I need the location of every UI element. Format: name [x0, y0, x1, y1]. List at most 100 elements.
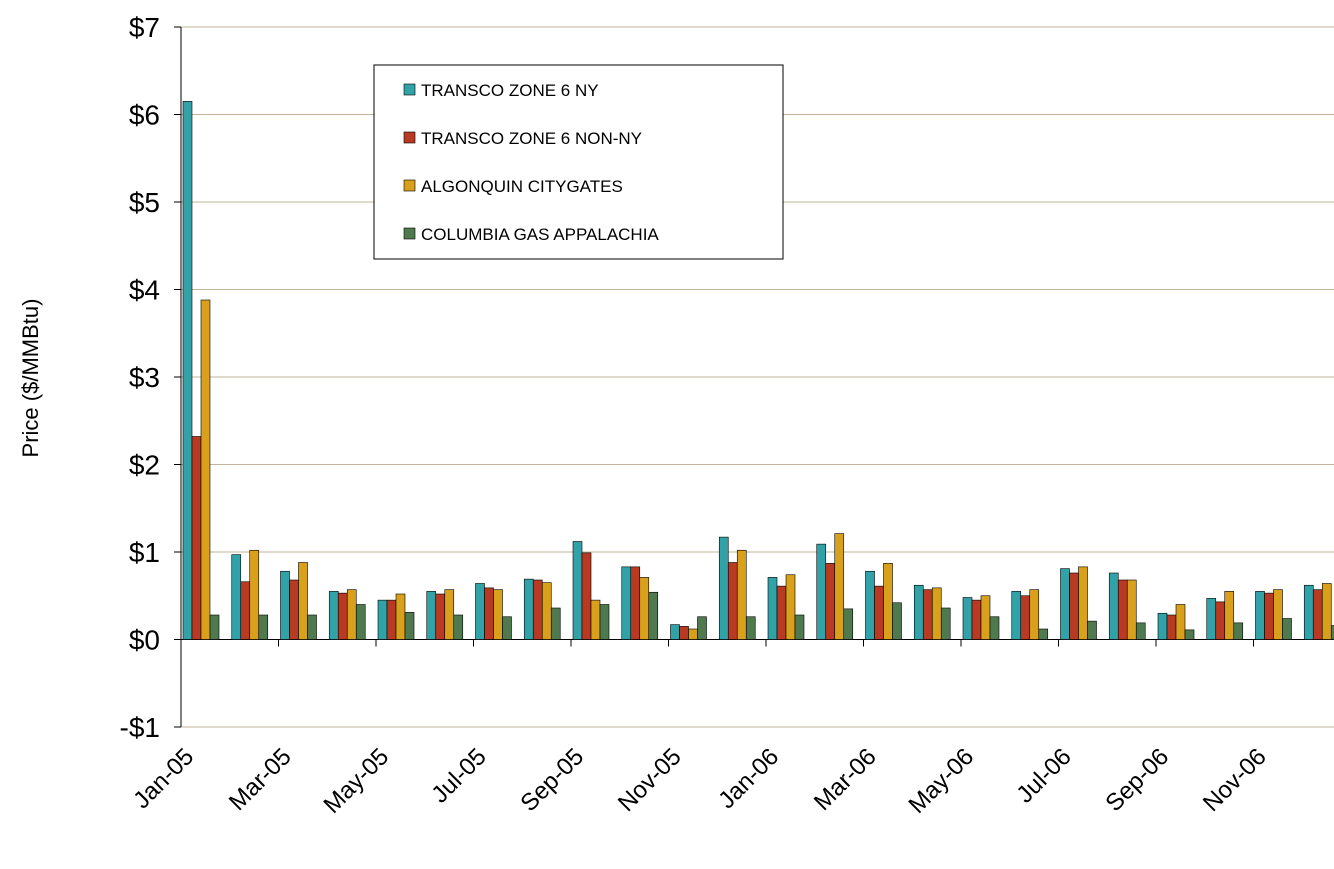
- bar: [1126, 579, 1137, 640]
- bar: [346, 589, 357, 640]
- y-tick-label: $0: [129, 625, 160, 656]
- bar: [940, 607, 951, 640]
- legend-swatch: [403, 83, 416, 96]
- bar: [426, 591, 437, 640]
- bar: [200, 299, 211, 640]
- x-tick-label: Jul-05: [426, 743, 491, 808]
- y-tick-label: $5: [129, 187, 160, 218]
- bar: [280, 570, 290, 640]
- legend-swatch: [403, 131, 416, 144]
- bar: [404, 612, 415, 640]
- legend-swatch: [403, 227, 416, 240]
- bar: [1108, 572, 1119, 640]
- x-tick-label: Sep-05: [515, 743, 589, 817]
- bar: [971, 599, 982, 640]
- legend-label: TRANSCO ZONE 6 NY: [421, 81, 599, 100]
- x-tick-label: May-05: [319, 743, 395, 819]
- bar: [1166, 614, 1177, 640]
- x-tick-label: Nov-05: [613, 743, 687, 817]
- bar: [377, 599, 388, 640]
- bar: [307, 614, 317, 640]
- bar: [1038, 628, 1049, 640]
- bar: [883, 563, 893, 640]
- bar: [989, 616, 1000, 640]
- bar: [1206, 598, 1217, 640]
- bar: [444, 589, 455, 640]
- bar: [892, 602, 902, 640]
- bar: [767, 577, 778, 640]
- bar: [1312, 589, 1323, 640]
- bar: [697, 616, 707, 640]
- bar: [435, 593, 446, 640]
- bar: [1060, 568, 1070, 640]
- bar: [1321, 583, 1332, 640]
- bar: [639, 577, 650, 640]
- bar: [541, 582, 552, 640]
- bar: [258, 614, 269, 640]
- bar: [865, 570, 875, 640]
- bar: [599, 604, 610, 640]
- x-tick-label: Jul-06: [1011, 743, 1076, 808]
- bar: [209, 614, 220, 640]
- bar: [1264, 592, 1274, 640]
- bar: [679, 626, 689, 640]
- bar: [191, 436, 202, 640]
- bar: [1184, 629, 1195, 640]
- bar: [834, 533, 845, 640]
- bar: [1078, 566, 1088, 640]
- bar: [1215, 601, 1226, 640]
- bar: [1303, 584, 1314, 640]
- bar: [1029, 589, 1040, 640]
- bar: [231, 554, 242, 640]
- bar: [913, 584, 924, 640]
- bar: [249, 549, 260, 640]
- bar: [843, 608, 854, 640]
- bar: [550, 607, 561, 640]
- bar: [493, 589, 503, 640]
- bar: [590, 599, 601, 640]
- y-tick-label: $2: [129, 450, 160, 481]
- bar: [1011, 591, 1022, 640]
- bar: [1273, 589, 1283, 640]
- bar: [962, 597, 973, 640]
- bar: [298, 562, 308, 640]
- bar: [621, 566, 632, 640]
- bar: [355, 604, 366, 640]
- bar: [1020, 595, 1031, 640]
- bar: [1282, 618, 1292, 640]
- bar: [1330, 625, 1334, 640]
- bar: [1135, 622, 1146, 640]
- x-tick-label: Jan-06: [713, 743, 784, 814]
- legend-label: COLUMBIA GAS APPALACHIA: [421, 225, 659, 244]
- bar: [289, 579, 299, 640]
- bar: [816, 543, 827, 640]
- bar: [1157, 612, 1168, 640]
- bar: [670, 624, 680, 640]
- bar: [1069, 572, 1079, 640]
- y-axis-title: Price ($/MMBtu): [18, 299, 43, 458]
- y-tick-label: $4: [129, 275, 160, 306]
- bar: [1224, 591, 1235, 640]
- bar: [532, 579, 543, 640]
- bar: [688, 628, 698, 640]
- x-tick-label: Sep-06: [1100, 743, 1174, 817]
- bar: [581, 552, 592, 640]
- legend-label: ALGONQUIN CITYGATES: [421, 177, 623, 196]
- bar: [630, 566, 641, 640]
- bar: [736, 549, 747, 640]
- y-tick-label: $7: [129, 12, 160, 43]
- bar: [718, 536, 729, 640]
- bar: [475, 583, 485, 640]
- bar: [502, 616, 512, 640]
- bar: [1255, 591, 1265, 640]
- bar: [825, 563, 836, 640]
- bar: [776, 585, 787, 640]
- bar: [395, 593, 406, 640]
- bar: [648, 591, 659, 640]
- y-tick-label: -$1: [120, 712, 160, 743]
- legend-swatch: [403, 179, 416, 192]
- bar: [745, 616, 756, 640]
- bar: [1233, 622, 1244, 640]
- bar: [1117, 579, 1128, 640]
